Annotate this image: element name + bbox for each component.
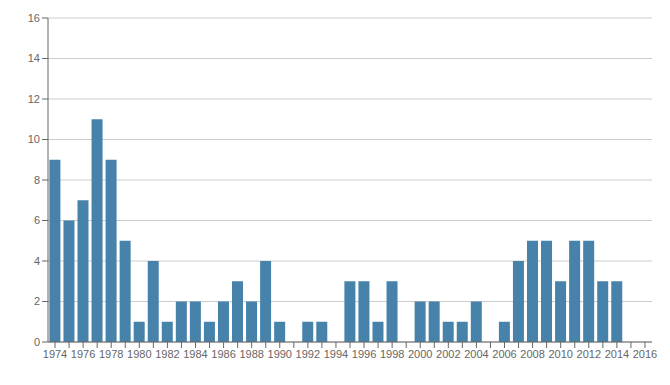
svg-text:0: 0 [34, 336, 40, 348]
svg-text:1978: 1978 [99, 348, 123, 360]
svg-text:1992: 1992 [296, 348, 320, 360]
svg-text:1994: 1994 [324, 348, 348, 360]
svg-text:1984: 1984 [183, 348, 207, 360]
svg-text:4: 4 [34, 255, 40, 267]
svg-text:6: 6 [34, 214, 40, 226]
svg-text:2004: 2004 [464, 348, 488, 360]
svg-text:2010: 2010 [548, 348, 572, 360]
svg-text:2: 2 [34, 295, 40, 307]
svg-text:1998: 1998 [380, 348, 404, 360]
svg-text:2016: 2016 [633, 348, 657, 360]
svg-text:12: 12 [28, 93, 40, 105]
svg-text:2008: 2008 [520, 348, 544, 360]
svg-text:1986: 1986 [211, 348, 235, 360]
svg-text:2002: 2002 [436, 348, 460, 360]
svg-text:2000: 2000 [408, 348, 432, 360]
svg-text:1988: 1988 [239, 348, 263, 360]
svg-text:2014: 2014 [605, 348, 629, 360]
svg-text:1976: 1976 [71, 348, 95, 360]
svg-text:1974: 1974 [43, 348, 67, 360]
svg-text:16: 16 [28, 12, 40, 24]
svg-text:14: 14 [28, 52, 40, 64]
svg-text:1996: 1996 [352, 348, 376, 360]
svg-text:1982: 1982 [155, 348, 179, 360]
svg-text:2012: 2012 [577, 348, 601, 360]
svg-text:1990: 1990 [268, 348, 292, 360]
svg-text:2006: 2006 [492, 348, 516, 360]
svg-text:1980: 1980 [127, 348, 151, 360]
svg-text:10: 10 [28, 133, 40, 145]
svg-text:8: 8 [34, 174, 40, 186]
